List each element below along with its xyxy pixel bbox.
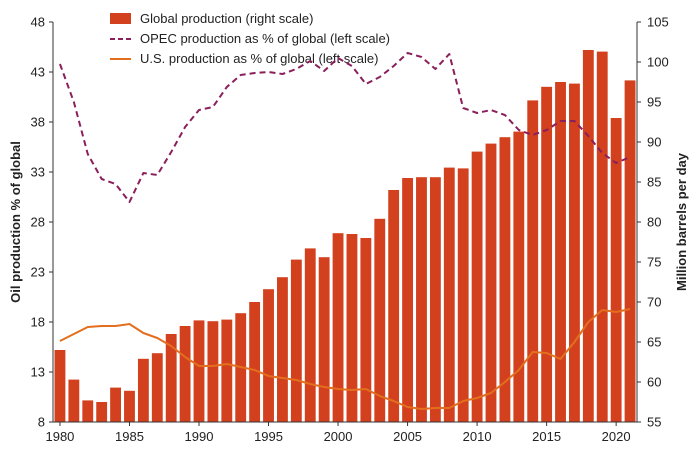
bar-global-production-2013 xyxy=(513,131,525,422)
line-opec-share xyxy=(59,52,631,203)
bar-global-production-2009 xyxy=(457,168,469,422)
bar-global-production-1989 xyxy=(179,326,191,422)
right-tick-label: 75 xyxy=(647,255,661,270)
x-tick-label: 2000 xyxy=(324,429,353,444)
left-tick-label: 33 xyxy=(31,165,45,180)
bar-global-production-2004 xyxy=(388,190,400,422)
legend-swatch-global-production xyxy=(110,13,131,24)
bar-global-production-1982 xyxy=(82,400,94,422)
right-tick-label: 85 xyxy=(647,175,661,190)
bar-global-production-1992 xyxy=(221,319,233,422)
right-tick-label: 95 xyxy=(647,95,661,110)
bar-global-production-1985 xyxy=(124,390,135,422)
x-tick-label: 2010 xyxy=(463,429,492,444)
legend-label-global-production: Global production (right scale) xyxy=(140,11,313,26)
left-tick-label: 43 xyxy=(31,65,45,80)
right-tick-label: 105 xyxy=(647,15,669,30)
bar-global-production-1994 xyxy=(249,302,261,422)
axes-layer: 8 13 18 23 28 33 38 43 48 55 60 65 70 75 80 85 90 95 100 10… xyxy=(31,15,669,445)
x-tick-label: 1980 xyxy=(45,429,74,444)
bar-global-production-2003 xyxy=(374,218,386,422)
legend: Global production (right scale) OPEC pro… xyxy=(110,11,390,66)
bar-global-production-1988 xyxy=(165,334,177,422)
bar-global-production-2017 xyxy=(569,83,580,422)
bar-global-production-2016 xyxy=(555,82,566,422)
bar-global-production-2020 xyxy=(610,118,622,422)
bar-global-production-2018 xyxy=(582,50,594,422)
bar-global-production-1986 xyxy=(137,358,149,422)
bar-global-production-2001 xyxy=(346,234,358,422)
bar-global-production-1997 xyxy=(290,259,302,422)
x-tick-label: 2015 xyxy=(532,429,561,444)
right-tick-label: 65 xyxy=(647,335,661,350)
lines-layer xyxy=(59,52,631,410)
bar-global-production-2021 xyxy=(624,80,636,423)
bar-global-production-1995 xyxy=(263,289,274,422)
right-axis-title: Million barrels per day xyxy=(674,152,689,291)
bar-global-production-1984 xyxy=(110,387,121,422)
line-us-share xyxy=(59,308,631,410)
bar-global-production-2014 xyxy=(527,100,539,423)
x-tick-label: 2020 xyxy=(602,429,631,444)
bar-global-production-1983 xyxy=(96,402,108,422)
bar-global-production-2019 xyxy=(596,51,608,422)
left-tick-label: 38 xyxy=(31,115,45,130)
bar-global-production-2012 xyxy=(499,137,511,422)
bar-global-production-2000 xyxy=(332,233,344,422)
bar-global-production-2015 xyxy=(541,86,553,423)
bar-global-production-1999 xyxy=(318,257,330,422)
left-axis-title: Oil production % of global xyxy=(8,141,23,303)
right-tick-label: 55 xyxy=(647,415,661,430)
left-tick-label: 23 xyxy=(31,265,45,280)
left-tick-label: 18 xyxy=(31,315,45,330)
x-tick-label: 1995 xyxy=(254,429,283,444)
bar-global-production-1996 xyxy=(277,277,288,422)
legend-label-opec-share: OPEC production as % of global (left sca… xyxy=(140,31,390,46)
x-tick-label: 2005 xyxy=(393,429,422,444)
right-tick-label: 100 xyxy=(647,55,669,70)
left-tick-label: 28 xyxy=(31,215,45,230)
right-tick-label: 90 xyxy=(647,135,661,150)
right-tick-label: 80 xyxy=(647,215,661,230)
left-tick-label: 8 xyxy=(38,415,45,430)
bar-global-production-2006 xyxy=(416,177,427,422)
bar-global-production-2005 xyxy=(402,178,413,422)
bar-global-production-1987 xyxy=(151,353,163,422)
right-tick-label: 60 xyxy=(647,375,661,390)
bar-global-production-1981 xyxy=(68,379,80,422)
x-tick-label: 1990 xyxy=(185,429,214,444)
x-tick-label: 1985 xyxy=(115,429,144,444)
left-tick-label: 13 xyxy=(31,365,45,380)
bar-global-production-2007 xyxy=(429,177,441,422)
left-tick-label: 48 xyxy=(31,15,45,30)
bars-layer xyxy=(54,50,636,423)
bar-global-production-2008 xyxy=(443,167,455,422)
bar-global-production-1998 xyxy=(304,248,316,422)
right-tick-label: 70 xyxy=(647,295,661,310)
bar-global-production-1980 xyxy=(54,350,66,422)
legend-label-us-share: U.S. production as % of global (left sca… xyxy=(140,51,378,66)
bar-global-production-1991 xyxy=(207,321,219,422)
bar-global-production-2010 xyxy=(471,151,483,422)
bar-global-production-2011 xyxy=(485,143,497,422)
bar-global-production-1990 xyxy=(193,320,205,422)
bar-global-production-2002 xyxy=(360,238,372,422)
